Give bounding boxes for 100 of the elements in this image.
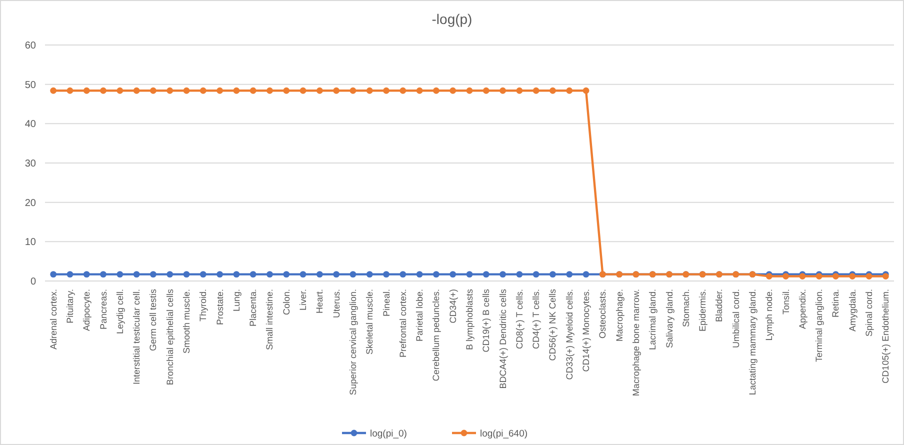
- x-tick-label: Heart.: [314, 289, 325, 314]
- legend-label: log(pi_0): [370, 428, 407, 440]
- x-tick-label: Lymph node.: [764, 289, 774, 341]
- x-tick-label: CD56(+) NK Cells: [548, 288, 558, 361]
- x-tick-label: B lymphoblasts: [464, 288, 474, 350]
- point: [166, 87, 174, 94]
- point: [116, 87, 124, 94]
- point: [550, 87, 556, 94]
- x-tick-label: Small intestine.: [264, 289, 275, 350]
- x-tick-label: Osteoclasts.: [598, 289, 608, 339]
- point: [233, 87, 240, 94]
- y-tick-label: 60: [24, 40, 36, 52]
- point: [350, 271, 356, 278]
- point: [133, 271, 140, 278]
- x-tick-label: CD4(+) T cells.: [531, 289, 542, 349]
- point: [400, 271, 406, 278]
- x-tick-label: BDCA4(+) Dendritic cells: [498, 288, 508, 389]
- point: [500, 87, 506, 94]
- x-tick-label: Bladder.: [714, 289, 724, 322]
- x-tick-label: Macrophage.: [614, 289, 624, 342]
- x-tick-label: Leydig cell.: [114, 289, 125, 334]
- point: [466, 87, 473, 94]
- x-tick-label: Thyroid.: [198, 289, 208, 322]
- y-tick-label: 20: [24, 198, 36, 209]
- point: [316, 87, 323, 94]
- x-tick-label: Amygdala.: [847, 289, 858, 332]
- point: [416, 87, 423, 94]
- x-tick-label: Umbilical cord.: [730, 289, 741, 348]
- x-tick-label: Smooth muscle.: [182, 289, 192, 354]
- y-tick-label: 30: [24, 158, 36, 170]
- point: [66, 87, 74, 94]
- point: [383, 271, 390, 278]
- point: [266, 87, 273, 94]
- chart-title: -log(p): [432, 11, 472, 27]
- point: [233, 271, 240, 278]
- x-tick-label: Interstitial testicular cell.: [132, 289, 142, 385]
- point: [550, 271, 556, 278]
- x-tick-label: Uterus.: [331, 289, 342, 318]
- point: [566, 87, 573, 94]
- x-tick-label: Germ cell testis: [148, 288, 158, 352]
- y-tick-label: 40: [24, 119, 36, 130]
- x-tick-label: Tonsil.: [780, 289, 791, 315]
- x-tick-label: Retina.: [830, 289, 841, 318]
- legend-label: log(pi_640): [480, 428, 528, 440]
- point: [566, 271, 573, 278]
- x-tick-label: CD8(+) T cells.: [514, 289, 524, 349]
- point: [266, 271, 273, 278]
- point: [500, 271, 506, 278]
- x-tick-label: CD33(+) Myeloid cells.: [564, 289, 574, 380]
- x-tick-label: Colon.: [281, 289, 292, 316]
- x-tick-label: CD34(+): [448, 289, 458, 324]
- point: [582, 271, 590, 278]
- point: [83, 87, 90, 94]
- x-tick-label: Adipocyte.: [82, 289, 92, 332]
- point: [216, 87, 223, 94]
- x-tick-label: Lung.: [231, 289, 242, 312]
- point: [383, 87, 390, 94]
- x-tick-label: Superior cervical ganglion.: [348, 289, 358, 396]
- point: [83, 271, 90, 278]
- x-tick-label: CD105(+) Endothelium.: [880, 289, 891, 384]
- point: [50, 271, 57, 278]
- point: [66, 271, 74, 278]
- x-tick-label: Lactating mammary gland.: [748, 289, 758, 396]
- point: [582, 87, 590, 94]
- x-tick-label: Skeletal muscle.: [364, 289, 375, 355]
- x-tick-label: Stomach.: [680, 289, 691, 328]
- point: [482, 271, 490, 278]
- point: [482, 87, 490, 94]
- x-tick-label: Placenta.: [248, 289, 258, 327]
- x-tick-label: Prefrontal cortex.: [398, 289, 408, 358]
- point: [333, 271, 340, 278]
- x-tick-label: Liver.: [298, 289, 308, 311]
- point: [150, 87, 156, 94]
- point: [532, 271, 540, 278]
- x-tick-label: Cerebellum peduncles.: [431, 289, 442, 382]
- point: [216, 271, 223, 278]
- point: [416, 271, 423, 278]
- y-tick-label: 0: [30, 276, 36, 288]
- point: [350, 87, 356, 94]
- point: [316, 271, 323, 278]
- point: [200, 271, 206, 278]
- point: [250, 87, 256, 94]
- x-tick-label: Spinal cord.: [864, 289, 874, 337]
- point: [366, 87, 373, 94]
- point: [133, 87, 140, 94]
- point: [200, 87, 206, 94]
- x-tick-label: Pineal.: [381, 289, 392, 317]
- y-tick-label: 10: [24, 237, 36, 248]
- point: [400, 87, 406, 94]
- point: [516, 87, 523, 94]
- point: [433, 87, 440, 94]
- point: [283, 271, 290, 278]
- x-tick-label: Macrophage bone marrow.: [630, 289, 641, 396]
- x-tick-label: CD14(+) Monocytes.: [581, 289, 592, 372]
- x-tick-label: Terminal ganglion.: [814, 289, 824, 362]
- point: [166, 271, 174, 278]
- x-tick-label: Parietal lobe.: [414, 289, 425, 342]
- x-tick-label: Salivary gland.: [664, 289, 674, 348]
- x-tick-label: Lacrimal gland.: [648, 289, 658, 350]
- point: [183, 87, 190, 94]
